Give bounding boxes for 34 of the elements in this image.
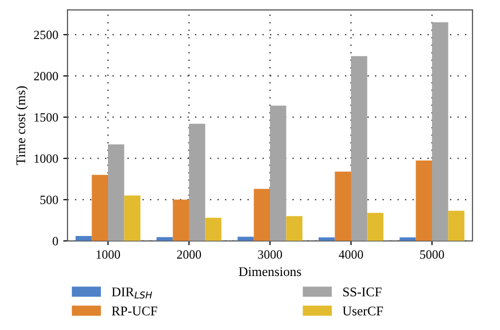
y-tick-label: 500 <box>40 196 58 204</box>
legend-label: DIR$_{LSH}$ <box>112 288 152 299</box>
bar <box>76 236 92 241</box>
bar <box>92 174 108 241</box>
x-axis-title: Dimensions <box>238 267 302 276</box>
y-tick-label: 1000 <box>34 154 58 163</box>
bar <box>124 196 140 241</box>
legend-label: RP-UCF <box>112 306 158 316</box>
bar <box>254 188 270 241</box>
bar <box>334 172 351 241</box>
x-tick-label: 4000 <box>338 250 364 259</box>
bar <box>156 237 173 241</box>
x-tick-label: 2000 <box>177 250 202 259</box>
legend-label: SS-ICF <box>343 288 382 296</box>
y-tick-label: 2500 <box>34 30 58 40</box>
x-tick-label: 3000 <box>258 250 282 259</box>
y-tick-label: 1500 <box>34 113 58 122</box>
bar <box>448 210 464 241</box>
bar <box>416 160 432 241</box>
legend-label: UserCF <box>342 306 383 316</box>
y-tick-label: 2000 <box>34 72 58 80</box>
x-tick-label: 5000 <box>420 250 444 259</box>
bar <box>108 144 124 241</box>
bar <box>172 200 189 241</box>
bar <box>270 106 286 241</box>
y-tick-label: 0 <box>52 236 58 246</box>
y-axis-title: Time cost (ms) <box>16 86 28 165</box>
bar <box>189 124 206 241</box>
bar <box>367 212 384 241</box>
bar <box>205 218 222 241</box>
bar <box>286 216 302 241</box>
bar <box>351 56 368 241</box>
x-tick-label: 1000 <box>96 250 120 259</box>
bar <box>432 22 448 241</box>
